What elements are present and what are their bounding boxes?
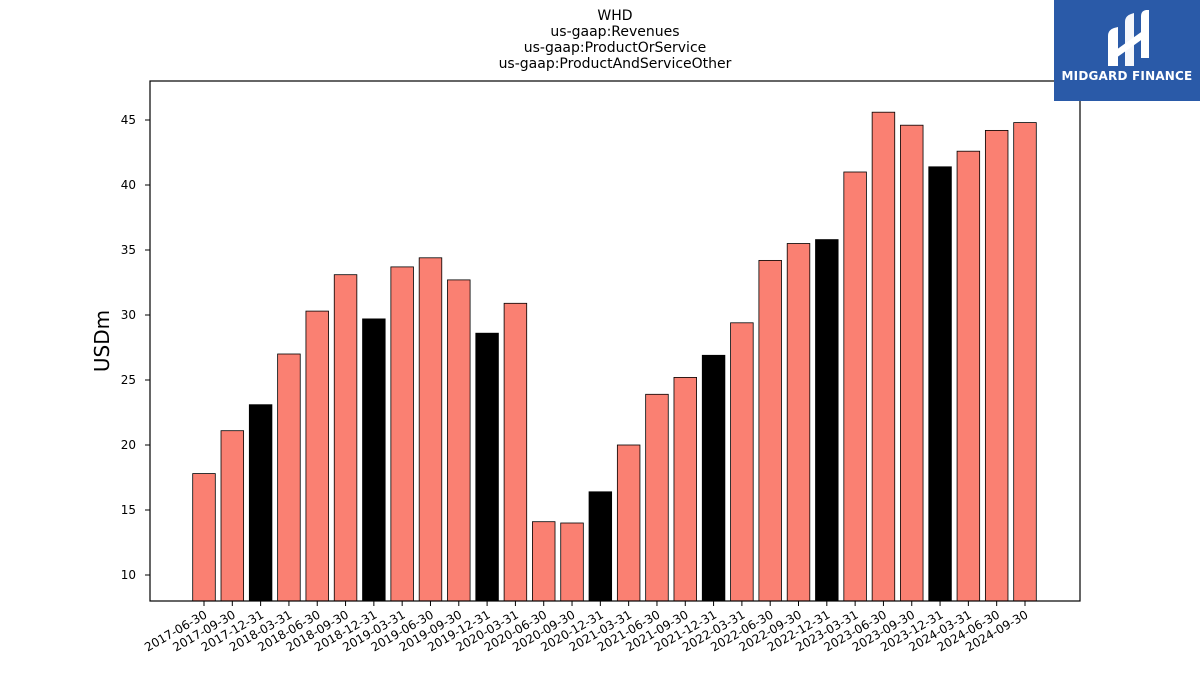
- bar-2024-09-30: [1013, 122, 1037, 602]
- bar-2021-09-30: [673, 376, 697, 602]
- bars-group: [192, 111, 1037, 602]
- bar-2022-09-30: [786, 243, 811, 602]
- bar-2022-06-30: [758, 259, 782, 602]
- plot-frame: [149, 80, 1081, 602]
- y-tick-label: 40: [121, 178, 136, 192]
- y-tick-label: 15: [121, 503, 136, 517]
- x-axis: 2017-06-302017-09-302017-12-312018-03-31…: [142, 601, 1030, 654]
- bar-2017-06-30: [192, 473, 216, 602]
- logo-brand-text: MIDGARD FINANCE: [1061, 69, 1193, 83]
- bar-2019-03-31: [390, 266, 414, 602]
- midgard-finance-logo: MIDGARD FINANCE: [1054, 0, 1200, 101]
- y-axis: 10 15 20 25 30 35 40 45: [121, 113, 150, 582]
- bar-2020-09-30: [560, 522, 584, 602]
- chart-title-line-3: us-gaap:ProductOrService: [523, 40, 707, 56]
- bar-2023-06-30: [871, 111, 896, 602]
- y-tick-label: 25: [121, 373, 136, 387]
- chart-title-line-4: us-gaap:ProductAndServiceOther: [498, 56, 732, 72]
- bar-2022-03-31: [730, 322, 754, 602]
- y-tick-label: 45: [121, 113, 136, 127]
- bar-2019-06-30: [418, 257, 443, 602]
- bar-2018-06-30: [305, 310, 329, 602]
- y-tick-label: 30: [121, 308, 136, 322]
- bar-2018-09-30: [333, 274, 358, 602]
- logo-mark-icon: [1108, 10, 1149, 66]
- chart-title-line-2: us-gaap:Revenues: [550, 24, 680, 40]
- y-tick-label: 10: [121, 568, 136, 582]
- bar-2018-03-31: [277, 353, 301, 602]
- chart-title-line-1: WHD: [597, 8, 633, 24]
- bar-2018-12-31: [362, 318, 386, 602]
- bar-2017-09-30: [220, 430, 245, 602]
- y-axis-label: USDm: [90, 310, 114, 372]
- bar-2020-06-30: [532, 521, 556, 602]
- y-tick-label: 20: [121, 438, 136, 452]
- bar-2021-03-31: [616, 444, 641, 602]
- bar-2017-12-31: [248, 404, 273, 602]
- y-tick-label: 35: [121, 243, 136, 257]
- bar-2021-12-31: [701, 354, 726, 602]
- bar-2023-03-31: [843, 171, 867, 602]
- bar-2019-12-31: [475, 332, 499, 602]
- bar-2024-06-30: [984, 129, 1009, 602]
- bar-2023-09-30: [900, 124, 924, 602]
- bar-2020-12-31: [588, 491, 613, 602]
- bar-2022-12-31: [815, 239, 839, 602]
- bar-2024-03-31: [956, 150, 981, 602]
- bar-2021-06-30: [645, 393, 669, 602]
- bar-2023-12-31: [928, 166, 952, 602]
- bar-2019-09-30: [447, 279, 471, 602]
- bar-2020-03-31: [503, 302, 528, 602]
